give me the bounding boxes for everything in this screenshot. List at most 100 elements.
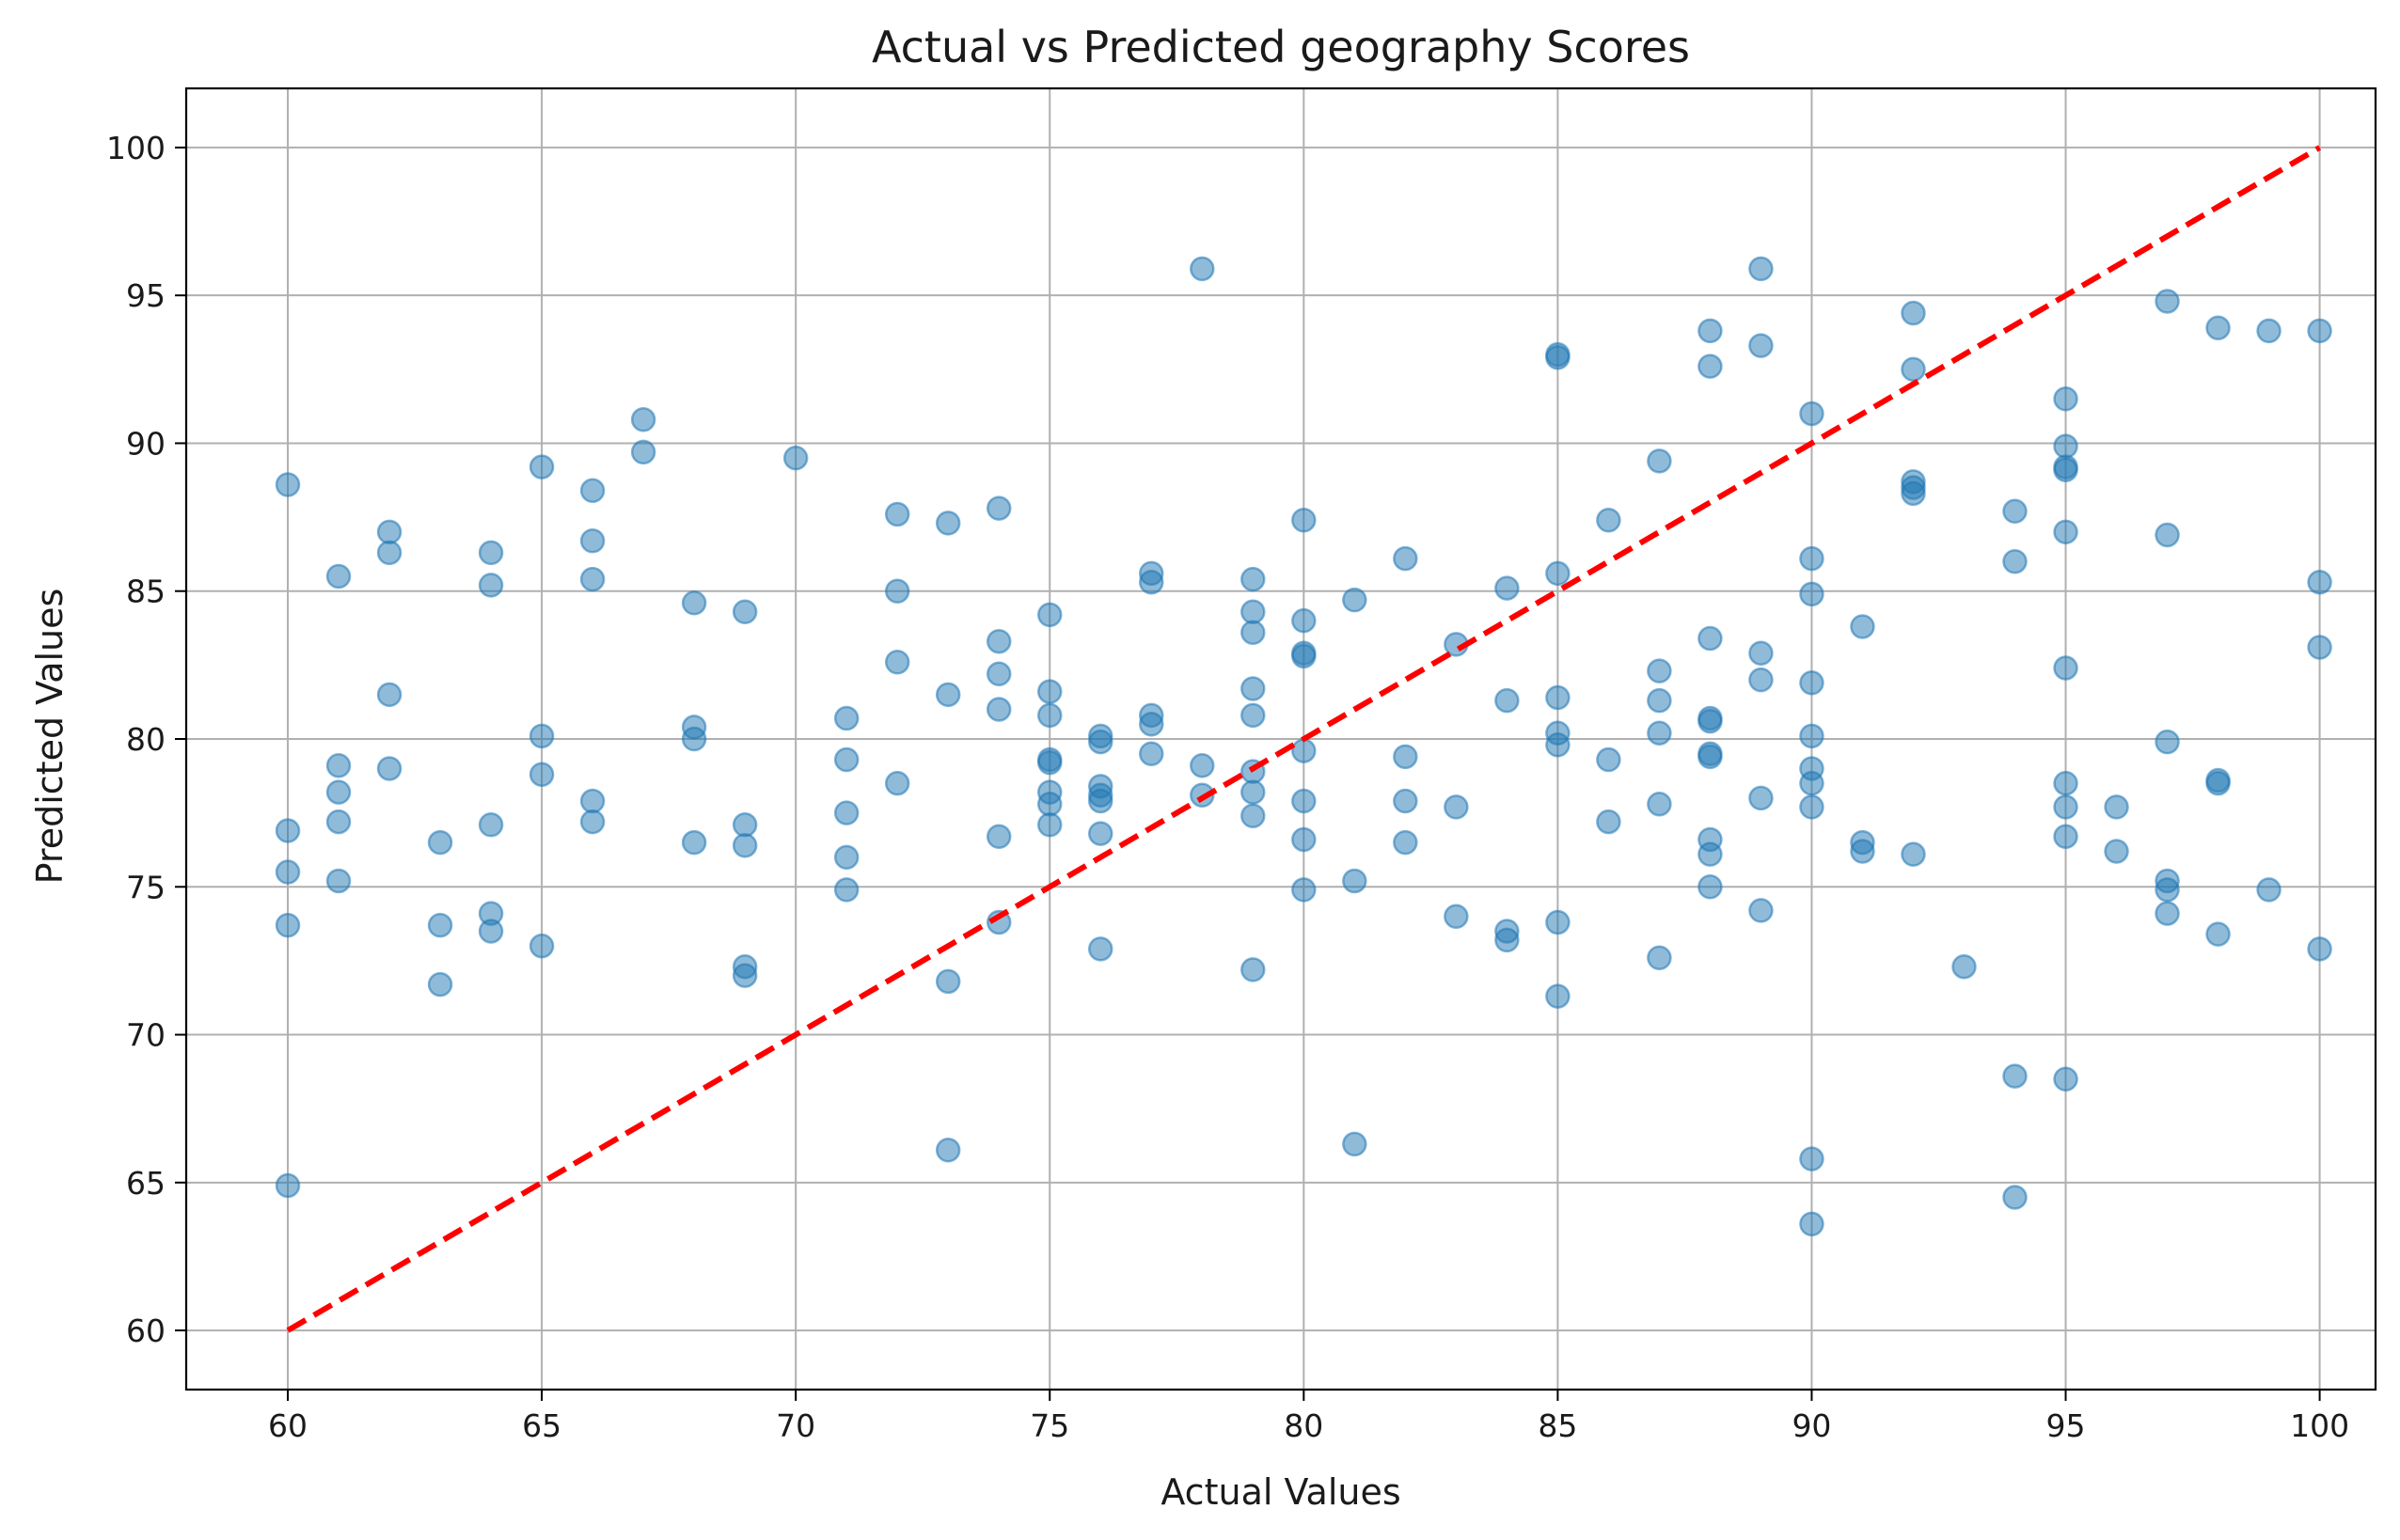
scatter-point (2155, 901, 2180, 926)
scatter-point (732, 963, 758, 988)
scatter-point (1342, 868, 1367, 894)
scatter-point (833, 705, 860, 731)
scatter-point (1494, 927, 1520, 953)
scatter-point (1139, 712, 1164, 737)
scatter-point (529, 762, 555, 787)
scatter-point (1240, 803, 1266, 829)
x-tick-label: 100 (2290, 1407, 2349, 1444)
scatter-point (275, 818, 301, 843)
scatter-point (1596, 809, 1621, 835)
scatter-point (1697, 354, 1723, 379)
scatter-point (1139, 570, 1164, 595)
scatter-point (1240, 566, 1266, 592)
scatter-point (935, 511, 961, 536)
scatter-point (529, 933, 555, 959)
scatter-point (2002, 1185, 2028, 1210)
scatter-point (1596, 507, 1621, 533)
axis-ticks: 60 65 70 75 80 85 90 95 100 60 65 70 75 80 85 90 95 100 (106, 130, 2349, 1444)
scatter-point (2155, 729, 2180, 755)
scatter-point (275, 912, 301, 938)
scatter-point (1951, 953, 1977, 980)
scatter-point (1697, 841, 1723, 867)
x-tick-label: 90 (1792, 1407, 1831, 1444)
scatter-point (2307, 635, 2332, 660)
scatter-point (1036, 811, 1063, 838)
scatter-point (2307, 318, 2332, 344)
scatter-point (376, 540, 403, 566)
scatter-point (1240, 702, 1266, 729)
scatter-point (1342, 1131, 1367, 1157)
x-tick-label: 95 (2046, 1407, 2086, 1444)
scatter-point (1748, 256, 1774, 282)
scatter-point (1799, 1146, 1824, 1171)
scatter-point (1545, 732, 1571, 758)
scatter-point (1036, 702, 1063, 729)
scatter-point (935, 1137, 961, 1163)
scatter-point (1393, 744, 1418, 770)
scatter-point (935, 682, 961, 708)
scatter-point (1647, 720, 1672, 746)
scatter-point (884, 501, 910, 527)
scatter-point (1647, 658, 1672, 684)
scatter-point (579, 566, 606, 592)
scatter-point (2205, 770, 2231, 796)
scatter-point (2053, 519, 2078, 545)
scatter-point (325, 779, 352, 805)
scatter-point (1799, 581, 1824, 607)
x-tick-label: 85 (1538, 1407, 1577, 1444)
scatter-point (478, 811, 504, 838)
scatter-point (1697, 744, 1723, 770)
scatter-point (1444, 904, 1469, 929)
scatter-point (1647, 945, 1672, 971)
scatter-point (1291, 788, 1317, 814)
scatter-point (2155, 289, 2180, 314)
scatter-point (478, 573, 504, 598)
scatter-point (427, 912, 453, 938)
scatter-point (2002, 549, 2028, 574)
scatter-point (884, 770, 910, 796)
scatter-point (1799, 545, 1824, 572)
scatter-point (1596, 746, 1621, 773)
scatter-point (2205, 921, 2231, 947)
scatter-point (427, 971, 453, 998)
scatter-point (986, 495, 1012, 521)
scatter-point (1190, 256, 1215, 282)
scatter-point (1240, 599, 1266, 624)
scatter-point (1291, 643, 1317, 669)
scatter-point (1444, 794, 1469, 820)
scatter-point (275, 472, 301, 497)
y-axis-label: Predicted Values (29, 589, 71, 885)
y-tick-label: 100 (106, 130, 166, 166)
scatter-point (1799, 669, 1824, 696)
scatter-point (2205, 315, 2231, 341)
scatter-point (1494, 687, 1520, 714)
scatter-point (1799, 770, 1824, 796)
scatter-point (1291, 877, 1317, 903)
scatter-point (529, 723, 555, 749)
scatter-point (1240, 957, 1266, 982)
y-tick-label: 75 (126, 869, 166, 905)
y-tick-label: 90 (126, 425, 166, 462)
scatter-point (2053, 770, 2078, 796)
scatter-point (986, 661, 1012, 687)
scatter-point (325, 563, 352, 589)
scatter-point (1799, 794, 1824, 820)
scatter-point (1647, 687, 1672, 714)
reference-line (286, 145, 2322, 1333)
scatter-point (427, 829, 453, 856)
x-tick-label: 60 (268, 1407, 308, 1444)
scatter-point (1036, 679, 1063, 704)
scatter-point (1291, 738, 1317, 763)
scatter-point (986, 824, 1012, 850)
y-tick-label: 70 (126, 1017, 166, 1054)
scatter-point (2053, 655, 2078, 681)
scatter-point (1901, 841, 1926, 867)
scatter-point (1850, 614, 1875, 639)
scatter-point (1901, 480, 1926, 507)
scatter-point (782, 445, 809, 471)
y-tick-label: 80 (126, 721, 166, 758)
scatter-point (2002, 498, 2028, 525)
scatter-point (1494, 575, 1520, 601)
x-tick-label: 75 (1030, 1407, 1069, 1444)
